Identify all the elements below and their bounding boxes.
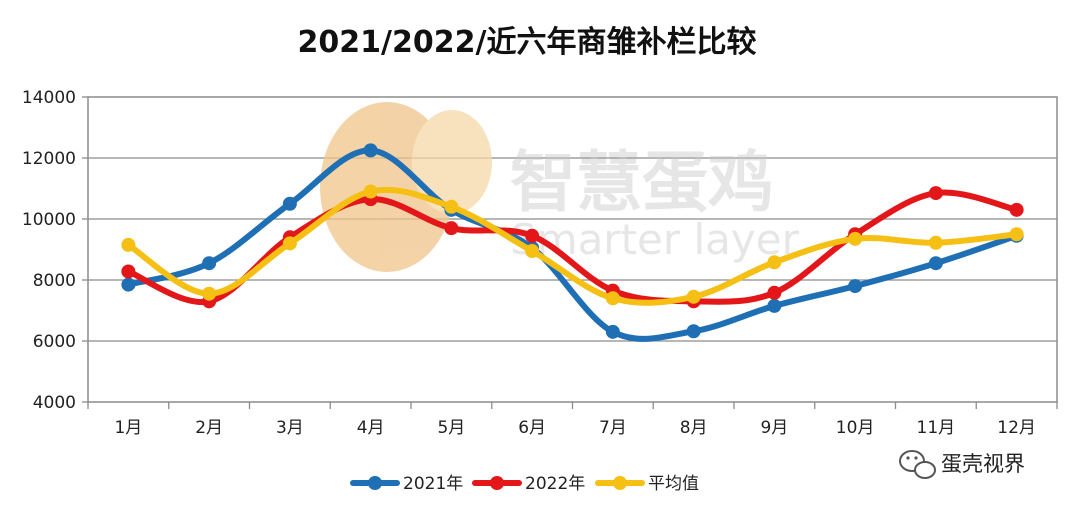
legend-item: 平均值 [595, 474, 699, 494]
plot-frame [87, 96, 1058, 403]
watermark-logo-chick [412, 110, 492, 214]
data-point [686, 324, 701, 339]
legend: 2021年 2022年 平均值 [350, 474, 699, 494]
wechat-icon [899, 450, 936, 479]
data-point [202, 286, 217, 301]
data-point [686, 289, 701, 304]
series-layer [121, 143, 1024, 342]
x-tick-label: 9月 [760, 418, 788, 438]
legend-swatch-marker [368, 476, 382, 490]
brand-name: 蛋壳视界 [941, 452, 1025, 476]
chart-title: 2021/2022/近六年商雏补栏比较 [298, 25, 757, 60]
brand-mark: 蛋壳视界 [899, 450, 1025, 479]
data-point [848, 231, 863, 246]
data-point [525, 244, 540, 259]
data-point [444, 199, 459, 214]
data-point [928, 186, 943, 201]
legend-item: 2021年 [350, 474, 463, 494]
x-tick-label: 10月 [836, 418, 875, 438]
legend-label: 平均值 [648, 474, 699, 494]
y-tick-label: 10000 [22, 210, 76, 230]
series-3 [121, 184, 1024, 306]
legend-label: 2021年 [403, 474, 463, 494]
x-tick-label: 1月 [114, 418, 142, 438]
x-tick-label: 6月 [518, 418, 546, 438]
data-point [928, 256, 943, 271]
x-tick-label: 11月 [917, 418, 956, 438]
y-tick-label: 6000 [33, 332, 76, 352]
legend-label: 2022年 [525, 474, 585, 494]
x-tick-label: 12月 [997, 418, 1036, 438]
data-point [767, 285, 782, 300]
data-point [202, 256, 217, 271]
x-tick-label: 3月 [276, 418, 304, 438]
data-point [121, 277, 136, 292]
legend-item: 2022年 [472, 474, 585, 494]
y-tick-label: 4000 [33, 393, 76, 413]
data-point [1009, 227, 1024, 242]
data-point [928, 235, 943, 250]
data-point [363, 143, 378, 158]
data-point [767, 298, 782, 313]
data-point [525, 228, 540, 243]
legend-swatch-marker [613, 476, 627, 490]
data-point [121, 264, 136, 279]
data-point [767, 255, 782, 270]
data-point [363, 184, 378, 199]
data-point [282, 236, 297, 251]
x-tick-label: 4月 [357, 418, 385, 438]
data-point [121, 237, 136, 252]
y-tick-label: 8000 [33, 271, 76, 291]
watermark-text-cn: 智慧蛋鸡 [510, 144, 774, 221]
x-tick-label: 2月 [195, 418, 223, 438]
y-tick-label: 14000 [22, 88, 76, 108]
data-point [282, 196, 297, 211]
x-axis-ticks: 1月 2月 3月 4月 5月 6月 7月 8月 9月 10月 11月 12月 [87, 402, 1058, 438]
x-tick-label: 7月 [599, 418, 627, 438]
data-point [1009, 202, 1024, 217]
data-point [848, 279, 863, 294]
y-tick-label: 12000 [22, 149, 76, 169]
y-axis-ticks: 4000 6000 8000 10000 12000 14000 [22, 88, 88, 413]
x-tick-label: 8月 [680, 418, 708, 438]
plot-area: 智慧蛋鸡 Smarter layer 4000 6000 8000 10000 1200… [22, 88, 1058, 438]
x-tick-label: 5月 [437, 418, 465, 438]
data-point [444, 221, 459, 236]
data-point [605, 324, 620, 339]
legend-swatch-marker [490, 476, 504, 490]
data-point [605, 291, 620, 306]
watermark-text-en: Smarter layer [510, 215, 800, 264]
